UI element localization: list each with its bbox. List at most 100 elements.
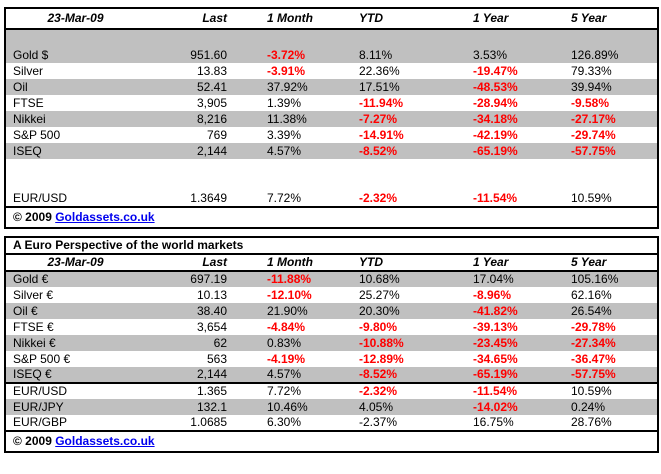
cell-last: 1.0685 (190, 415, 227, 429)
table-row-s-p-500: S&P 500 769 3.39% -14.91% -42.19% -29.74% (5, 127, 658, 143)
cell-last: 951.60 (190, 47, 227, 62)
table-row-silver: Silver 13.83 -3.91% 22.36% -19.47% 79.33% (5, 63, 658, 79)
cell-1-year: -42.19% (473, 127, 518, 142)
col-header-last: Last (145, 254, 229, 272)
cell-1-month: 4.57% (267, 367, 302, 381)
market-summary-page: 23-Mar-09 Last 1 Month YTD 1 Year 5 Year… (0, 7, 661, 474)
cell-last: 62 (213, 335, 227, 350)
cell-1-year: -28.94% (473, 95, 518, 110)
table-row-eur-usd: EUR/USD 1.365 7.72% -2.32% -11.54% 10.59% (5, 382, 659, 399)
cell-5-year: -36.47% (571, 351, 616, 366)
row-label: Nikkei € (13, 335, 56, 350)
cell-1-month: 4.57% (267, 143, 302, 158)
cell-1-year: -11.54% (467, 382, 565, 399)
cell-last: 1.3649 (190, 191, 227, 205)
cell-5-year: -29.78% (571, 319, 616, 334)
copyright-row: © 2009 Goldassets.co.uk (5, 206, 658, 228)
cell-last: 563 (206, 351, 227, 366)
cell-ytd: 22.36% (359, 63, 400, 78)
cell-1-month: -11.88% (267, 272, 312, 286)
row-label: Gold $ (13, 47, 49, 62)
cell-1-month: -4.84% (267, 319, 306, 334)
cell-last: 2,144 (196, 143, 227, 158)
cell-5-year: -57.75% (571, 367, 616, 381)
cell-last: 1.365 (145, 382, 229, 399)
cell-5-year: -27.17% (571, 111, 616, 126)
header-row: 23-Mar-09 Last 1 Month YTD 1 Year 5 Year (5, 8, 658, 30)
row-label: EUR/USD (5, 382, 145, 399)
cell-last: 697.19 (190, 272, 227, 286)
cell-5-year: 39.94% (571, 79, 612, 94)
table-title-row: A Euro Perspective of the world markets (5, 237, 659, 255)
cell-last: 132.1 (196, 399, 227, 414)
cell-1-year: -65.19% (473, 143, 518, 158)
euro-markets-table: A Euro Perspective of the world markets … (4, 236, 660, 453)
copyright-row: © 2009 Goldassets.co.uk (5, 430, 659, 452)
cell-ytd: 17.51% (359, 79, 400, 94)
table-row-iseq: ISEQ 2,144 4.57% -8.52% -65.19% -57.75% (5, 143, 658, 159)
col-header-1month: 1 Month (229, 8, 353, 30)
cell-5-year: 26.54% (571, 303, 612, 318)
col-header-5year: 5 Year (565, 8, 658, 30)
col-header-1month: 1 Month (229, 254, 353, 272)
cell-1-month: 21.90% (267, 303, 308, 318)
cell-1-month: 11.38% (267, 111, 307, 126)
cell-5-year: 10.59% (571, 191, 612, 205)
cell-1-year: -11.54% (473, 191, 518, 205)
table-title: A Euro Perspective of the world markets (5, 237, 659, 255)
cell-ytd: -10.88% (359, 335, 404, 350)
header-row: 23-Mar-09 Last 1 Month YTD 1 Year 5 Year (5, 254, 659, 272)
cell-ytd: 25.27% (359, 287, 400, 302)
row-label: Oil € (13, 303, 38, 318)
cell-ytd: -9.80% (359, 319, 398, 334)
row-label: Gold € (13, 272, 49, 286)
cell-last: 52.41 (196, 79, 227, 94)
cell-1-year: -41.82% (473, 303, 518, 318)
cell-1-year: -65.19% (473, 367, 518, 381)
cell-ytd: 10.68% (359, 272, 400, 286)
copyright-text: © 2009 (13, 434, 52, 448)
row-label: Nikkei (13, 111, 46, 126)
goldassets-link[interactable]: Goldassets.co.uk (55, 210, 155, 224)
table-row-gold: Gold € 697.19 -11.88% 10.68% 17.04% 105.16% (5, 271, 659, 287)
col-header-date: 23-Mar-09 (5, 8, 145, 30)
cell-1-month: -3.72% (267, 47, 306, 62)
table-row-eur-usd: EUR/USD 1.3649 7.72% -2.32% -11.54% 10.59% (5, 191, 658, 207)
cell-ytd: -11.94% (359, 95, 404, 110)
table-row-iseq: ISEQ € 2,144 4.57% -8.52% -65.19% -57.75% (5, 367, 659, 383)
cell-1-month: 7.72% (229, 382, 353, 399)
cell-ytd: -2.37% (359, 415, 398, 429)
table-row-eur-jpy: EUR/JPY 132.1 10.46% 4.05% -14.02% 0.24% (5, 399, 659, 415)
cell-5-year: 62.16% (571, 287, 612, 302)
cell-ytd: 8.11% (359, 47, 393, 62)
cell-5-year: 28.76% (571, 415, 612, 429)
spacer-block (5, 159, 658, 191)
cell-last: 38.40 (196, 303, 227, 318)
cell-ytd: 20.30% (359, 303, 400, 318)
cell-1-month: 3.39% (267, 127, 302, 142)
cell-5-year: 0.24% (571, 399, 606, 414)
row-label: FTSE € (13, 319, 54, 334)
table-row-silver: Silver € 10.13 -12.10% 25.27% -8.96% 62.16% (5, 287, 658, 303)
cell-1-month: -12.10% (267, 287, 312, 302)
col-header-1year: 1 Year (467, 254, 565, 272)
cell-1-month: -3.91% (267, 63, 306, 78)
cell-1-month: -4.19% (267, 351, 306, 366)
cell-1-year: -19.47% (473, 63, 518, 78)
row-label: EUR/GBP (13, 415, 68, 429)
goldassets-link[interactable]: Goldassets.co.uk (55, 434, 155, 448)
cell-1-year: -48.53% (473, 79, 518, 94)
col-header-ytd: YTD (353, 8, 467, 30)
cell-last: 3,905 (196, 95, 227, 110)
table-row-eur-gbp: EUR/GBP 1.0685 6.30% -2.37% 16.75% 28.76% (5, 415, 658, 431)
cell-1-year: 3.53% (473, 47, 508, 62)
cell-1-month: 0.83% (267, 335, 302, 350)
row-label: FTSE (13, 95, 44, 110)
table-row-oil: Oil 52.41 37.92% 17.51% -48.53% 39.94% (5, 79, 658, 95)
table-row-nikkei: Nikkei 8,216 11.38% -7.27% -34.18% -27.17% (5, 111, 658, 127)
cell-1-month: 1.39% (267, 95, 302, 110)
cell-1-year: -34.18% (473, 111, 518, 126)
cell-1-year: -14.02% (473, 399, 518, 414)
cell-5-year: -57.75% (571, 143, 616, 158)
cell-1-month: 10.46% (267, 399, 308, 414)
